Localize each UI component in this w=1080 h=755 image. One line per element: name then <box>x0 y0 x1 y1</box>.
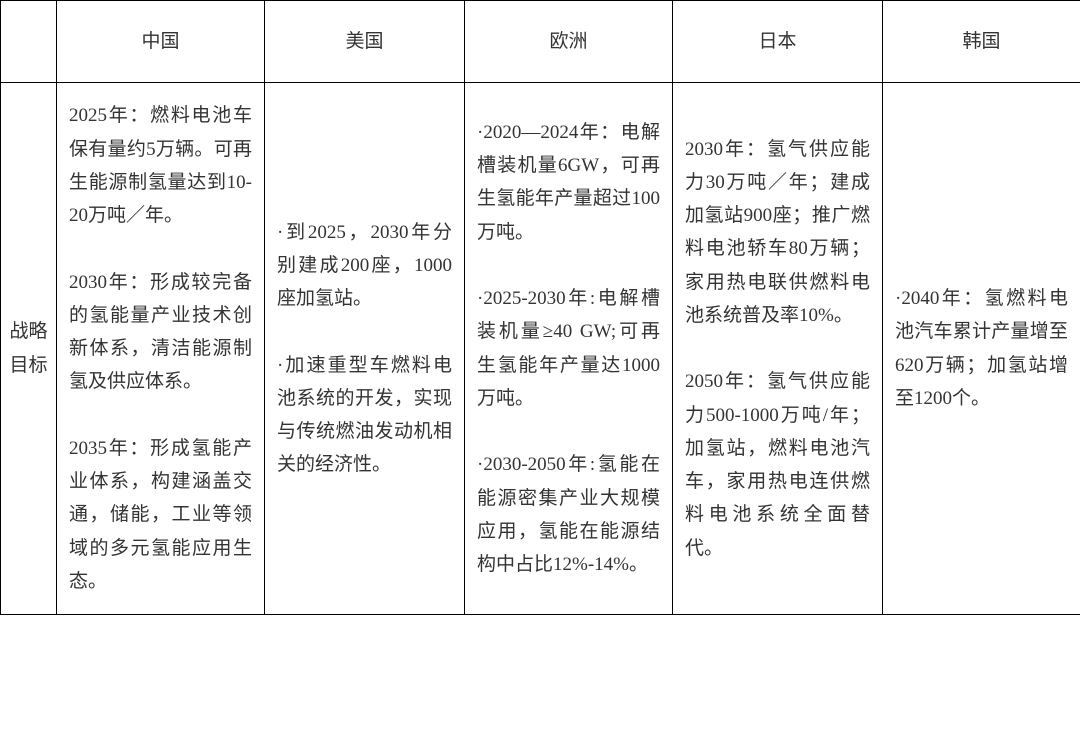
col-header-europe: 欧洲 <box>465 1 673 83</box>
col-header-japan: 日本 <box>673 1 883 83</box>
col-header-korea: 韩国 <box>883 1 1080 83</box>
cell-japan: 2030年：氢气供应能力30万吨／年；建成加氢站900座；推广燃料电池轿车80万… <box>673 83 883 615</box>
col-header-usa: 美国 <box>265 1 465 83</box>
table-header-row: 中国 美国 欧洲 日本 韩国 <box>1 1 1080 83</box>
row-label-strategy: 战略目标 <box>1 83 57 615</box>
cell-korea: ·2040年：氢燃料电池汽车累计产量增至620万辆；加氢站增至1200个。 <box>883 83 1080 615</box>
cell-europe: ·2020—2024年：电解槽装机量6GW，可再生氢能年产量超过100万吨。 ·… <box>465 83 673 615</box>
cell-usa: ·到2025，2030年分别建成200座，1000座加氢站。 ·加速重型车燃料电… <box>265 83 465 615</box>
table-row: 战略目标 2025年：燃料电池车保有量约5万辆。可再生能源制氢量达到10-20万… <box>1 83 1080 615</box>
strategy-table: 中国 美国 欧洲 日本 韩国 战略目标 2025年：燃料电池车保有量约5万辆。可… <box>0 0 1080 615</box>
corner-cell <box>1 1 57 83</box>
col-header-china: 中国 <box>57 1 265 83</box>
cell-china: 2025年：燃料电池车保有量约5万辆。可再生能源制氢量达到10-20万吨／年。 … <box>57 83 265 615</box>
